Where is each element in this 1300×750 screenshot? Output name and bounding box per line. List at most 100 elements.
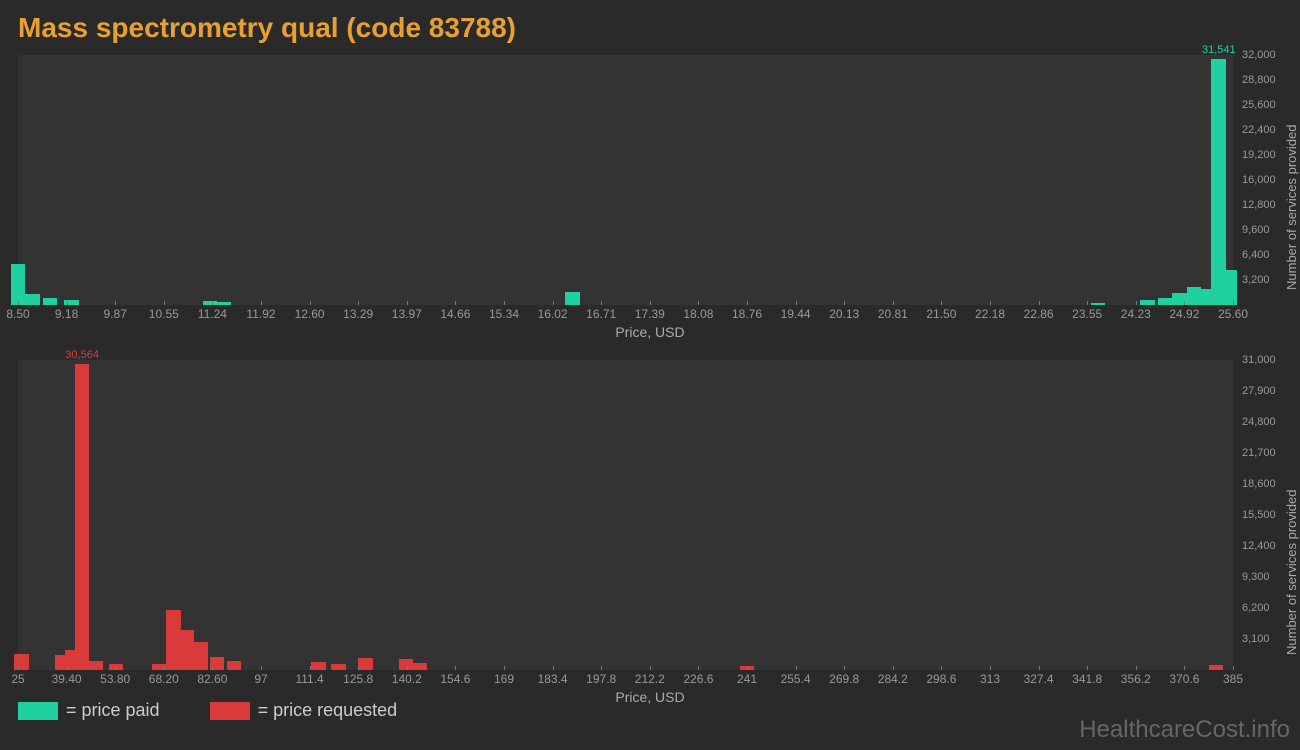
bar (311, 662, 326, 670)
bar (88, 661, 103, 670)
x-tick: 341.8 (1072, 672, 1102, 686)
x-tick: 25 (11, 672, 24, 686)
bar (227, 661, 242, 670)
x-tick: 125.8 (343, 672, 373, 686)
legend-swatch-requested (210, 702, 250, 720)
y-axis-label-top: Number of services provided (1284, 125, 1299, 290)
x-tick: 9.87 (104, 307, 127, 321)
x-tick: 313 (980, 672, 1000, 686)
x-tick: 68.20 (149, 672, 179, 686)
x-tick: 13.29 (343, 307, 373, 321)
bar (43, 298, 58, 305)
x-tick: 16.02 (538, 307, 568, 321)
x-tick: 39.40 (52, 672, 82, 686)
y-tick: 25,600 (1242, 99, 1276, 111)
y-tick: 6,400 (1242, 249, 1270, 261)
bar (565, 292, 580, 305)
x-tick: 140.2 (392, 672, 422, 686)
x-tick: 19.44 (781, 307, 811, 321)
y-tick: 9,600 (1242, 224, 1270, 236)
y-tick: 16,000 (1242, 174, 1276, 186)
x-tick: 12.60 (295, 307, 325, 321)
y-tick: 27,900 (1242, 385, 1276, 397)
x-tick: 241 (737, 672, 757, 686)
bar (179, 630, 194, 670)
x-tick: 16.71 (586, 307, 616, 321)
y-tick: 18,600 (1242, 478, 1276, 490)
y-tick: 32,000 (1242, 49, 1276, 61)
x-axis-label-top: Price, USD (615, 324, 684, 340)
x-tick: 22.18 (975, 307, 1005, 321)
x-tick: 169 (494, 672, 514, 686)
peak-label: 31,541 (1202, 44, 1236, 56)
x-tick: 15.34 (489, 307, 519, 321)
x-tick: 10.55 (149, 307, 179, 321)
legend: = price paid = price requested (18, 700, 397, 721)
legend-label-requested: = price requested (258, 700, 398, 721)
bar (1158, 298, 1173, 305)
x-tick: 97 (254, 672, 267, 686)
x-ticks-top: 8.509.189.8710.5511.2411.9212.6013.2913.… (18, 305, 1233, 323)
x-tick: 9.18 (55, 307, 78, 321)
x-tick: 17.39 (635, 307, 665, 321)
x-tick: 23.55 (1072, 307, 1102, 321)
bar (14, 654, 29, 670)
x-tick: 13.97 (392, 307, 422, 321)
x-tick: 21.50 (926, 307, 956, 321)
x-ticks-bottom: 2539.4053.8068.2082.6097111.4125.8140.21… (18, 670, 1233, 688)
bar (11, 264, 26, 305)
bar (193, 642, 208, 670)
y-tick: 6,200 (1242, 602, 1270, 614)
y-tick: 22,400 (1242, 124, 1276, 136)
y-ticks-top: 3,2006,4009,60012,80016,00019,20022,4002… (1238, 55, 1288, 305)
x-tick: 284.2 (878, 672, 908, 686)
bar (1187, 287, 1202, 305)
x-tick: 370.6 (1169, 672, 1199, 686)
legend-label-paid: = price paid (66, 700, 160, 721)
x-tick: 111.4 (295, 672, 323, 686)
x-tick: 24.23 (1121, 307, 1151, 321)
x-tick: 298.6 (926, 672, 956, 686)
y-tick: 19,200 (1242, 149, 1276, 161)
peak-label: 30,564 (65, 349, 99, 361)
x-axis-label-bottom: Price, USD (615, 689, 684, 705)
y-axis-label-bottom: Number of services provided (1284, 490, 1299, 655)
y-tick: 28,800 (1242, 74, 1276, 86)
y-tick: 21,700 (1242, 447, 1276, 459)
x-tick: 197.8 (586, 672, 616, 686)
x-tick: 183.4 (538, 672, 568, 686)
x-tick: 11.24 (198, 307, 227, 321)
x-tick: 356.2 (1121, 672, 1151, 686)
x-tick: 327.4 (1024, 672, 1054, 686)
x-tick: 22.86 (1024, 307, 1054, 321)
y-tick: 12,800 (1242, 199, 1276, 211)
legend-item-requested: = price requested (210, 700, 398, 721)
x-tick: 20.81 (878, 307, 908, 321)
bar (358, 658, 373, 670)
legend-swatch-paid (18, 702, 58, 720)
chart-price-paid: 31,541 (18, 55, 1233, 305)
x-tick: 226.6 (683, 672, 713, 686)
x-tick: 212.2 (635, 672, 665, 686)
x-tick: 255.4 (781, 672, 811, 686)
x-tick: 82.60 (197, 672, 227, 686)
y-tick: 9,300 (1242, 571, 1270, 583)
x-tick: 18.76 (732, 307, 762, 321)
x-tick: 8.50 (6, 307, 29, 321)
y-tick: 3,100 (1242, 633, 1270, 645)
y-tick: 12,400 (1242, 540, 1276, 552)
x-tick: 11.92 (246, 307, 275, 321)
x-tick: 25.60 (1218, 307, 1248, 321)
chart-price-requested: 30,564 (18, 360, 1233, 670)
x-tick: 53.80 (100, 672, 130, 686)
bar (75, 364, 90, 670)
x-tick: 24.92 (1169, 307, 1199, 321)
watermark: HealthcareCost.info (1079, 716, 1290, 744)
x-tick: 385 (1223, 672, 1243, 686)
x-tick: 14.66 (440, 307, 470, 321)
x-tick: 154.6 (440, 672, 470, 686)
bar (412, 663, 427, 670)
y-ticks-bottom: 3,1006,2009,30012,40015,50018,60021,7002… (1238, 360, 1288, 670)
x-tick: 269.8 (829, 672, 859, 686)
y-tick: 24,800 (1242, 416, 1276, 428)
